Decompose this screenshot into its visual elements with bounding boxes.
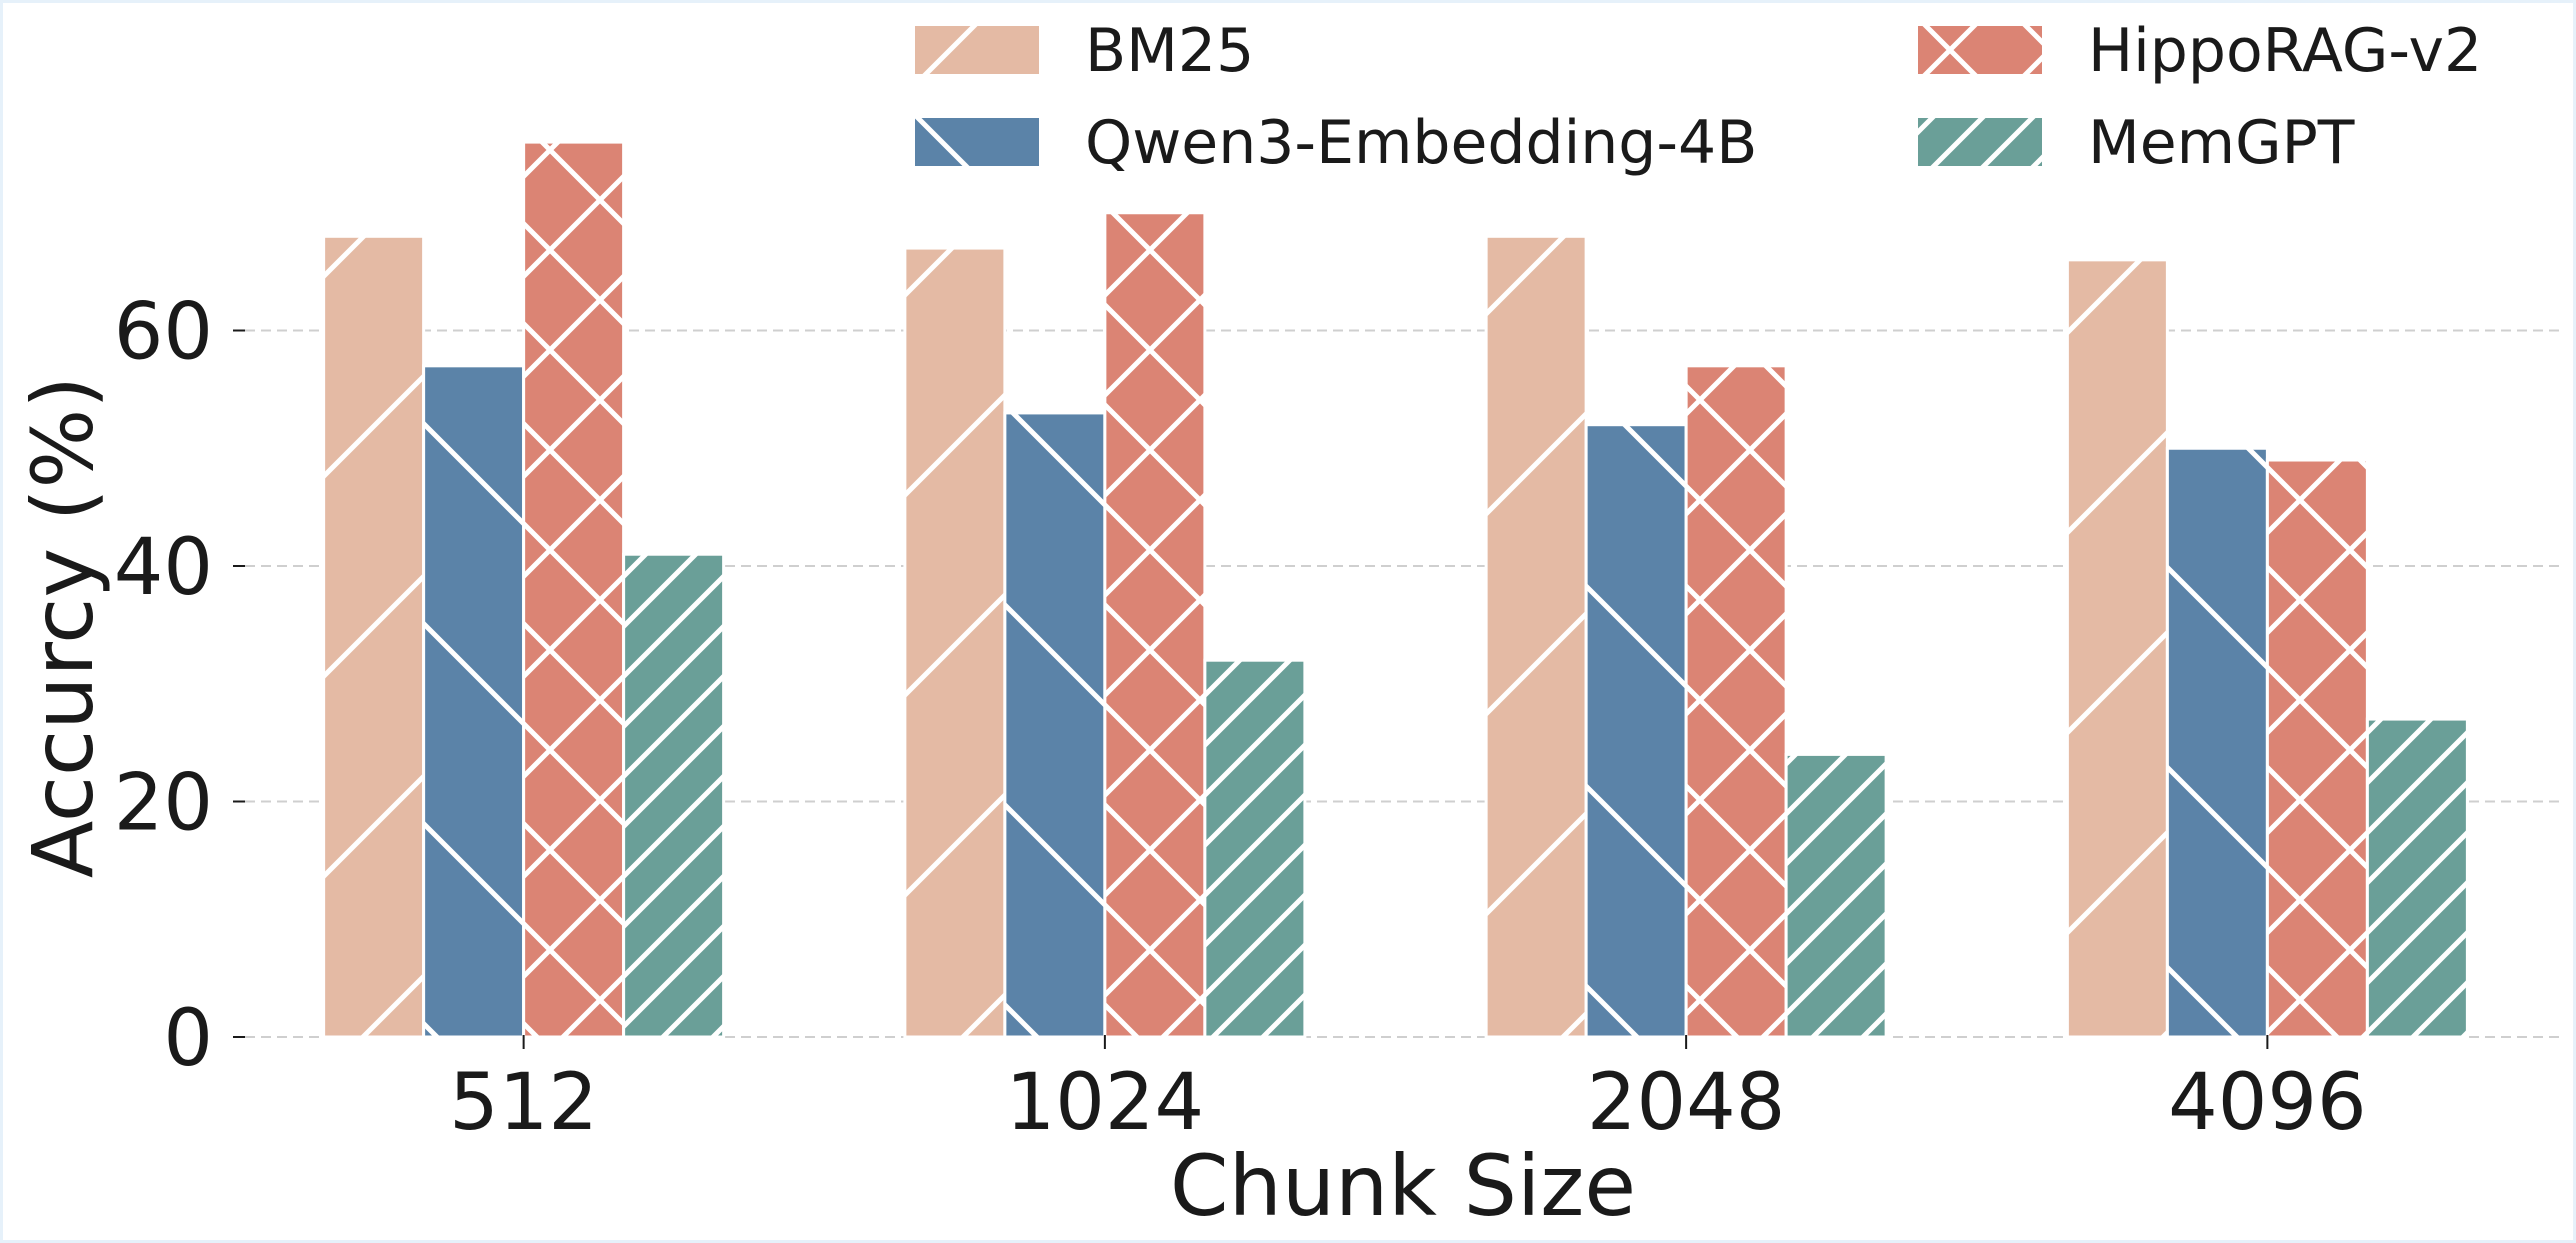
bar-hatch <box>1686 365 1787 1037</box>
y-tick-label: 0 <box>163 994 213 1084</box>
bar-hatch <box>423 365 524 1037</box>
bar-hatch <box>2067 259 2168 1038</box>
bar-hatch <box>2367 719 2468 1037</box>
bar-hatch <box>904 248 1005 1037</box>
y-tick-label: 40 <box>114 523 213 613</box>
bar-hatch <box>1104 212 1205 1037</box>
bar-hatch <box>1004 412 1105 1037</box>
bar-bm25-1024 <box>903 246 1007 1039</box>
bar-hatch <box>2167 448 2268 1037</box>
y-axis-label: Accurcy (%) <box>14 376 112 878</box>
bar-edge <box>1103 211 1207 1039</box>
bar-hatch <box>523 142 624 1038</box>
bar-memgpt-2048 <box>1784 752 1888 1039</box>
bar-hatch <box>2267 460 2368 1037</box>
legend-item-hipporag-v2: HippoRAG-v2 <box>1918 16 2482 86</box>
bar-hatch <box>1204 660 1305 1037</box>
bar-bm25-4096 <box>2065 258 2169 1039</box>
legend-item-qwen3-embedding-4b: Qwen3-Embedding-4B <box>915 108 1757 178</box>
x-axis-label: Chunk Size <box>1170 1137 1636 1235</box>
legend-swatch-hatch <box>1918 26 2042 74</box>
bar-edge <box>1203 658 1307 1039</box>
bar-hatch <box>623 554 724 1037</box>
y-axis-ticks: 0 20 40 60 <box>114 288 245 1084</box>
bar-qwen3-embedding-4b-2048 <box>1584 423 1688 1039</box>
x-tick-label: 2048 <box>1587 1058 1786 1148</box>
legend-label: HippoRAG-v2 <box>2088 16 2482 86</box>
bar-qwen3-embedding-4b-1024 <box>1003 411 1107 1039</box>
bar-hatch <box>1486 236 1587 1038</box>
bar-bm25-2048 <box>1484 234 1588 1039</box>
y-tick-label: 20 <box>114 759 213 849</box>
bar-memgpt-4096 <box>2365 717 2469 1039</box>
bar-hatch <box>1586 424 1687 1037</box>
bar-hatch <box>1786 754 1887 1037</box>
bar-qwen3-embedding-4b-512 <box>422 364 526 1039</box>
bar-edge <box>2365 717 2469 1039</box>
x-axis-ticks: 512 1024 2048 4096 <box>449 1035 2367 1148</box>
legend-label: BM25 <box>1085 16 1254 86</box>
bar-edge <box>1684 364 1788 1039</box>
legend: BM25 Qwen3-Embedding-4B HippoRAG-v2 MemGPT <box>915 16 2482 178</box>
bar-edge <box>622 552 726 1039</box>
bar-memgpt-512 <box>622 552 726 1039</box>
bar-hatch <box>323 236 424 1038</box>
legend-swatch-hatch <box>1918 118 2042 166</box>
y-tick-label: 60 <box>114 288 213 378</box>
legend-swatch-hatch <box>915 118 1039 166</box>
legend-label: MemGPT <box>2088 108 2355 178</box>
legend-item-memgpt: MemGPT <box>1918 108 2355 178</box>
bar-hipporag-v2-512 <box>522 140 626 1039</box>
bar-hipporag-v2-2048 <box>1684 364 1788 1039</box>
bar-qwen3-embedding-4b-4096 <box>2165 446 2269 1039</box>
bar-hipporag-v2-4096 <box>2265 458 2369 1039</box>
x-tick-label: 4096 <box>2168 1058 2367 1148</box>
bar-memgpt-1024 <box>1203 658 1307 1039</box>
bar-bm25-512 <box>322 234 426 1039</box>
x-tick-label: 512 <box>449 1058 598 1148</box>
bars <box>322 140 2469 1039</box>
bar-hipporag-v2-1024 <box>1103 211 1207 1039</box>
bar-edge <box>1784 752 1888 1039</box>
legend-label: Qwen3-Embedding-4B <box>1085 108 1757 178</box>
legend-swatch-hatch <box>915 26 1039 74</box>
x-tick-label: 1024 <box>1006 1058 1205 1148</box>
legend-item-bm25: BM25 <box>915 16 1254 86</box>
